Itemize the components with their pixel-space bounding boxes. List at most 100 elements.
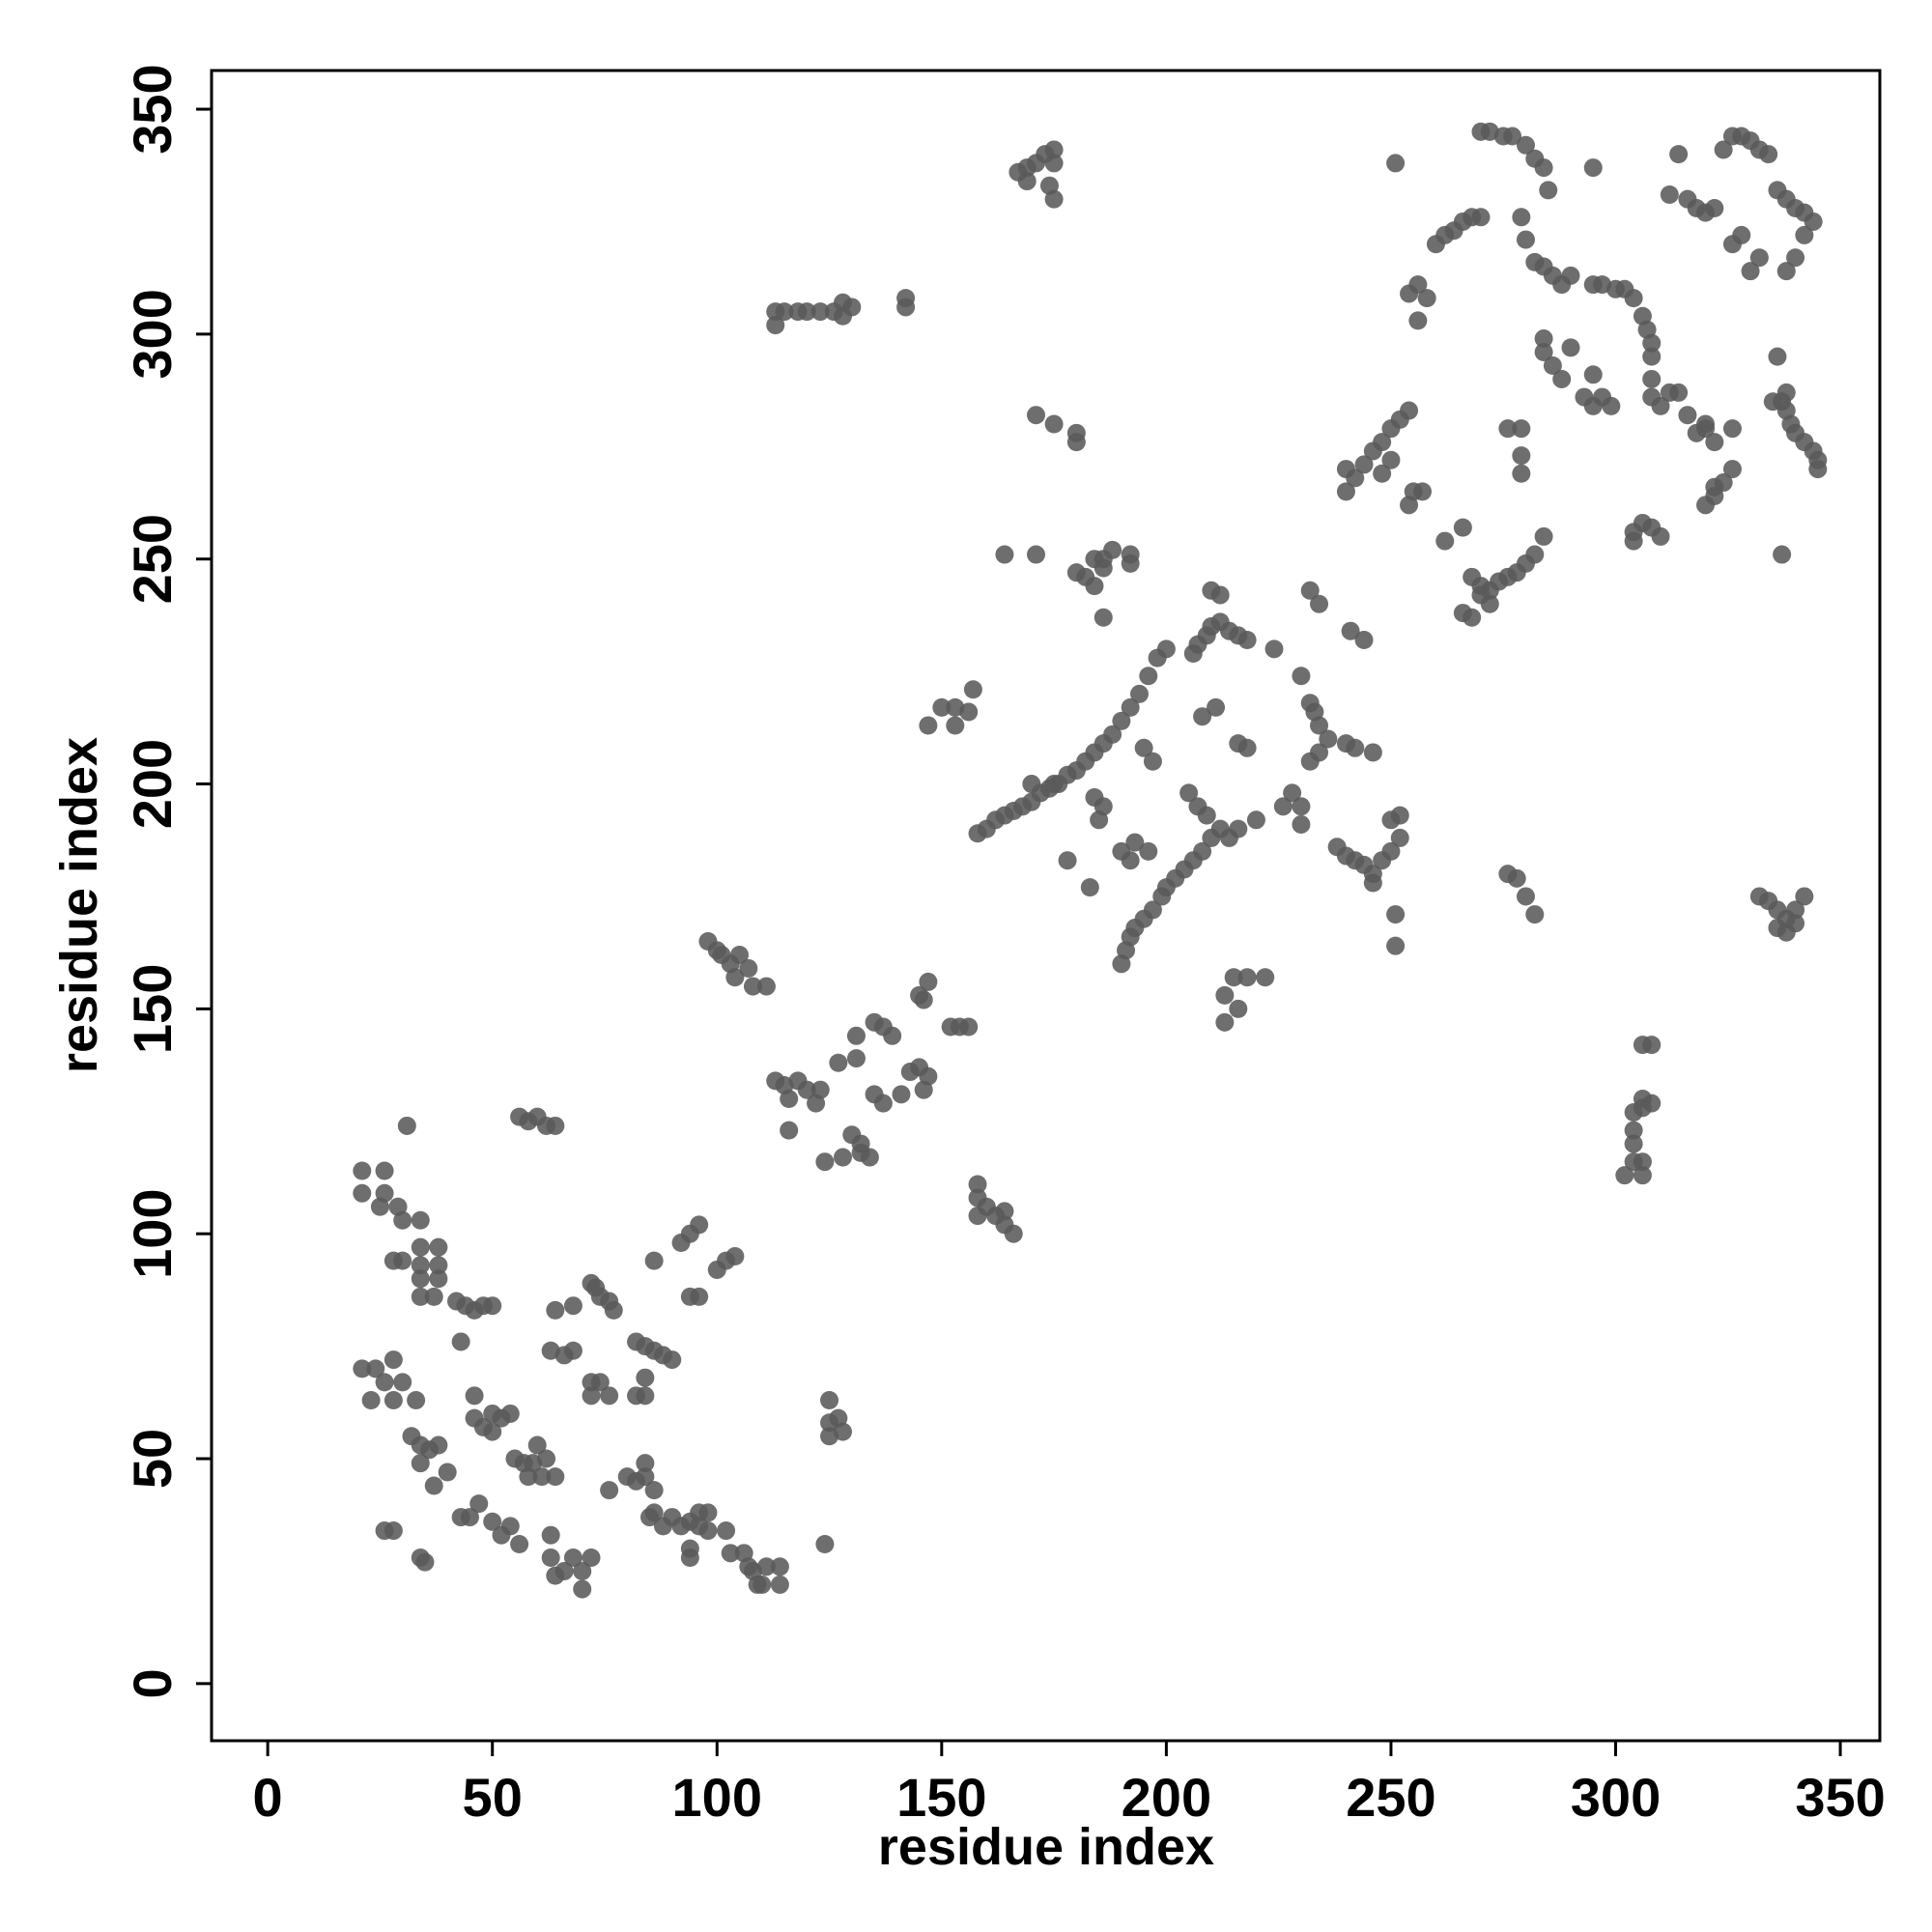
y-tick-label: 200 bbox=[122, 739, 183, 829]
point bbox=[411, 1210, 430, 1230]
point bbox=[519, 1467, 538, 1487]
point bbox=[725, 1246, 745, 1265]
x-tick-label: 150 bbox=[896, 1767, 986, 1828]
point bbox=[690, 1215, 709, 1235]
point bbox=[582, 1548, 601, 1567]
point bbox=[1026, 406, 1045, 425]
point bbox=[1512, 208, 1531, 227]
point bbox=[1292, 667, 1311, 686]
point bbox=[846, 1049, 866, 1068]
point bbox=[411, 1256, 430, 1275]
point bbox=[780, 1090, 799, 1109]
point bbox=[959, 1017, 979, 1037]
point bbox=[1795, 225, 1814, 244]
point bbox=[1044, 189, 1064, 209]
point bbox=[748, 1575, 767, 1594]
point bbox=[1561, 266, 1580, 285]
point bbox=[1310, 594, 1329, 613]
point bbox=[1022, 775, 1041, 794]
point bbox=[361, 1390, 381, 1409]
point bbox=[563, 1548, 582, 1567]
point bbox=[1642, 1036, 1662, 1055]
point bbox=[393, 1210, 412, 1230]
point bbox=[375, 1373, 394, 1392]
point bbox=[1583, 365, 1603, 384]
x-tick-label: 350 bbox=[1795, 1767, 1885, 1828]
y-tick-label: 350 bbox=[122, 64, 183, 154]
point bbox=[892, 1085, 911, 1104]
x-tick-label: 250 bbox=[1346, 1767, 1435, 1828]
point bbox=[1705, 477, 1724, 497]
point bbox=[1808, 460, 1828, 479]
point bbox=[1516, 887, 1535, 906]
point bbox=[1615, 1166, 1634, 1185]
point bbox=[815, 1535, 835, 1554]
point bbox=[537, 1449, 556, 1468]
point bbox=[1207, 697, 1226, 717]
point bbox=[1552, 369, 1572, 388]
point bbox=[910, 985, 929, 1005]
x-tick-label: 100 bbox=[672, 1767, 762, 1828]
point bbox=[546, 1300, 565, 1320]
point bbox=[393, 1251, 412, 1270]
point bbox=[429, 1435, 448, 1455]
point bbox=[1310, 743, 1329, 762]
point bbox=[1705, 198, 1724, 217]
point bbox=[1463, 608, 1482, 627]
point bbox=[873, 1094, 893, 1113]
point bbox=[1795, 887, 1814, 906]
point bbox=[1354, 631, 1374, 650]
point bbox=[1080, 878, 1099, 897]
x-tick-label: 300 bbox=[1571, 1767, 1661, 1828]
point bbox=[1121, 554, 1140, 573]
point bbox=[1058, 851, 1077, 870]
point bbox=[1215, 1012, 1235, 1032]
point bbox=[1642, 1094, 1662, 1113]
point bbox=[1090, 810, 1109, 830]
point bbox=[1229, 999, 1248, 1018]
point bbox=[1336, 460, 1355, 479]
point bbox=[810, 1080, 830, 1099]
point bbox=[1229, 819, 1248, 838]
point bbox=[968, 1207, 987, 1226]
point bbox=[1386, 936, 1406, 955]
point bbox=[1763, 392, 1782, 412]
point bbox=[1722, 460, 1742, 479]
point bbox=[384, 1350, 403, 1370]
point bbox=[730, 945, 750, 964]
point bbox=[636, 1467, 655, 1487]
point bbox=[636, 1368, 655, 1387]
point bbox=[1237, 631, 1257, 650]
point bbox=[1633, 1152, 1652, 1172]
point bbox=[411, 1237, 430, 1257]
point bbox=[1651, 526, 1670, 546]
point bbox=[370, 1197, 389, 1216]
point bbox=[1193, 841, 1212, 861]
point bbox=[1139, 841, 1158, 861]
point bbox=[1390, 828, 1409, 847]
point bbox=[1678, 406, 1697, 425]
point bbox=[775, 302, 794, 322]
point bbox=[438, 1463, 457, 1482]
point bbox=[1400, 401, 1419, 420]
point bbox=[1732, 225, 1751, 244]
point bbox=[1179, 783, 1199, 803]
point bbox=[1786, 914, 1805, 933]
point bbox=[833, 306, 852, 326]
point bbox=[1413, 482, 1433, 501]
point bbox=[919, 716, 938, 735]
point bbox=[527, 1435, 547, 1455]
point bbox=[1134, 738, 1153, 757]
point bbox=[1660, 185, 1679, 205]
point bbox=[1534, 526, 1553, 546]
point bbox=[1480, 594, 1499, 613]
x-tick-label: 0 bbox=[253, 1767, 283, 1828]
point bbox=[429, 1269, 448, 1289]
point bbox=[469, 1494, 489, 1514]
point bbox=[500, 1517, 520, 1536]
point bbox=[1121, 851, 1140, 870]
point bbox=[1669, 145, 1689, 164]
point bbox=[1534, 158, 1553, 178]
point bbox=[600, 1386, 619, 1406]
point bbox=[604, 1300, 623, 1320]
